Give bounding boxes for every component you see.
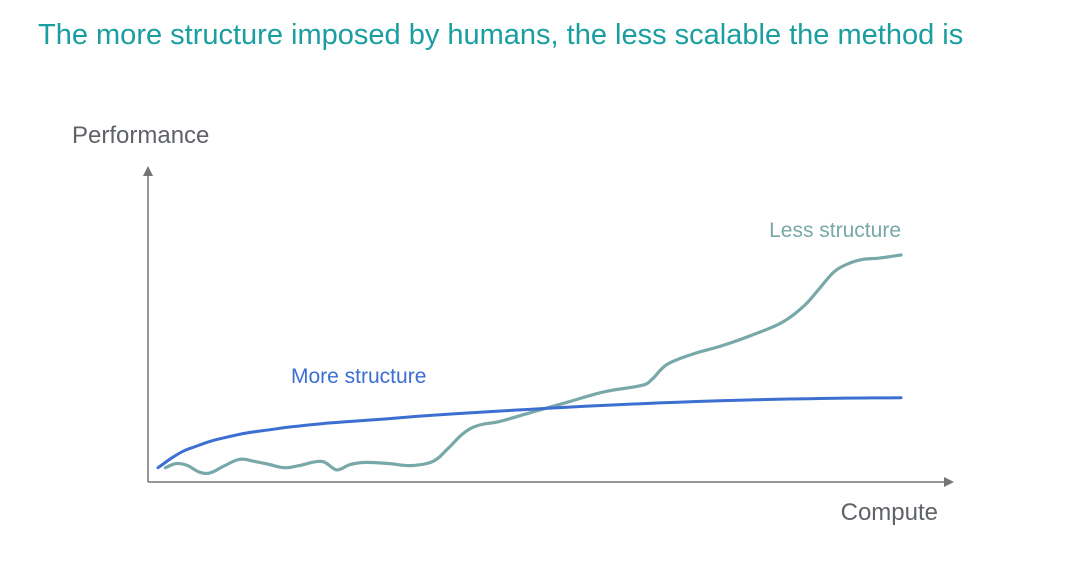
series-label-more-structure: More structure bbox=[291, 365, 426, 388]
series-line-more-structure bbox=[156, 396, 903, 470]
series-layer bbox=[156, 253, 903, 476]
x-axis-title: Compute bbox=[841, 499, 938, 526]
series-line-less-structure bbox=[163, 253, 903, 476]
x-axis-arrow-icon bbox=[944, 477, 954, 487]
series-label-less-structure: Less structure bbox=[769, 219, 901, 242]
y-axis-title: Performance bbox=[72, 122, 209, 149]
y-axis-arrow-icon bbox=[143, 166, 153, 176]
axes bbox=[143, 166, 954, 487]
slide-title: The more structure imposed by humans, th… bbox=[38, 19, 964, 51]
